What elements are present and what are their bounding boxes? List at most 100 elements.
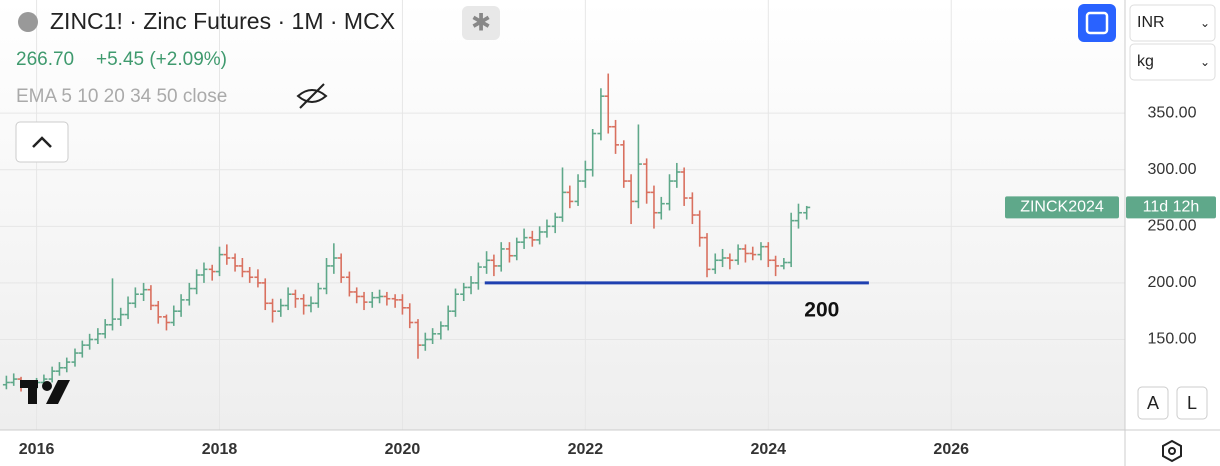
price-change: +5.45 (+2.09%) [96,49,227,70]
unit-select[interactable] [1129,43,1216,81]
ohlc-bar [154,301,162,324]
x-tick-label: 2022 [568,441,604,458]
ohlc-bar [460,282,468,301]
ohlc-bar [780,258,788,270]
ohlc-bar [223,244,231,265]
ohlc-bar [376,289,384,304]
collapse-icon [32,136,52,148]
log-scale-label: L [1187,393,1197,413]
ohlc-bar [559,167,566,222]
countdown-bg [1126,196,1216,219]
y-tick-label: 200.00 [1148,274,1197,291]
y-tick-label: 350.00 [1148,104,1197,121]
ohlc-bar [787,212,795,268]
support-label: 200 [804,298,839,321]
ohlc-bar [497,242,505,272]
ohlc-bar [688,192,696,225]
ohlc-bar [383,291,391,306]
ohlc-bar [589,129,597,177]
ohlc-bar [719,248,727,268]
ohlc-bar [444,305,452,331]
ohlc-bar [634,124,642,209]
ohlc-bar [117,307,125,326]
ohlc-bar [193,269,201,295]
fullscreen-icon [1085,11,1109,35]
ohlc-bar [185,282,193,306]
ohlc-bar [109,278,116,331]
ohlc-bar [696,210,704,247]
ohlc-bar [307,296,315,313]
ohlc-bar [406,303,414,329]
ohlc-bar [474,262,482,290]
ohlc-bar [749,246,757,261]
add-compare-button[interactable] [462,6,500,40]
collapse-button[interactable] [15,121,69,163]
ohlc-bar [177,294,185,317]
unit-label: kg [1137,53,1154,70]
tradingview-logo [20,380,70,404]
ohlc-bar [345,271,353,297]
ohlc-bar [300,294,308,315]
ohlc-bar [269,298,277,323]
ohlc-bar [429,328,437,344]
indicator-legend: EMA 5 10 20 34 50 close [16,86,227,107]
ohlc-bar [261,278,269,311]
last-price: 266.70 [16,49,74,70]
ohlc-bar [680,167,688,206]
x-tick-label: 2026 [933,441,969,458]
ohlc-bar [612,119,620,154]
ohlc-bar [238,258,246,278]
ohlc-bar [291,289,299,308]
ohlc-bar [124,296,132,320]
ohlc-bar [208,264,216,281]
ohlc-bar [231,253,239,272]
settings-icon[interactable] [1162,439,1182,463]
ohlc-bar [483,251,491,274]
ohlc-bar [94,328,102,344]
countdown: 11d 12h [1143,199,1200,216]
dropdown-arrow: ⌄ [1200,55,1210,69]
ohlc-bar [55,362,63,376]
ohlc-bar [673,162,681,188]
price-tag-name: ZINCK2024 [1020,199,1104,216]
auto-scale-label: A [1147,393,1159,413]
ohlc-bar [803,205,811,220]
ohlc-bar [794,203,802,229]
log-scale-button[interactable] [1176,386,1208,420]
dropdown-arrow: ⌄ [1200,16,1210,30]
ohlc-bar [323,258,331,295]
ohlc-bar [467,276,475,295]
ohlc-bar [657,196,665,220]
settings-icon-center [1168,447,1176,455]
ohlc-bar [757,242,765,261]
ohlc-bar [741,244,749,263]
ohlc-bar [277,298,285,317]
ohlc-bar [170,305,178,326]
ohlc-bar [162,314,170,331]
ohlc-bar [2,375,10,390]
ohlc-bar [604,73,612,134]
ohlc-bar [284,287,292,311]
auto-scale-button[interactable] [1137,386,1169,420]
y-tick-label: 300.00 [1148,161,1197,178]
ohlc-bar [337,253,345,283]
ohlc-bar [216,246,224,277]
currency-select[interactable] [1129,4,1216,42]
fullscreen-button[interactable] [1078,4,1116,42]
ohlc-bar [597,88,605,141]
ohlc-bar [421,332,429,351]
hide-indicator-icon[interactable] [296,83,328,109]
y-tick-label: 150.00 [1148,331,1197,348]
ohlc-bar [520,228,528,249]
ohlc-bar [772,255,780,277]
currency-label: INR [1137,14,1165,31]
ohlc-bar [147,285,155,311]
ohlc-bar [566,185,574,209]
ohlc-bar [620,140,628,188]
ohlc-bar [734,244,742,265]
ohlc-bar [314,282,322,308]
ohlc-bar [254,269,262,288]
ohlc-bar [581,160,589,188]
ohlc-bar [140,282,148,301]
ohlc-bar [246,267,254,283]
